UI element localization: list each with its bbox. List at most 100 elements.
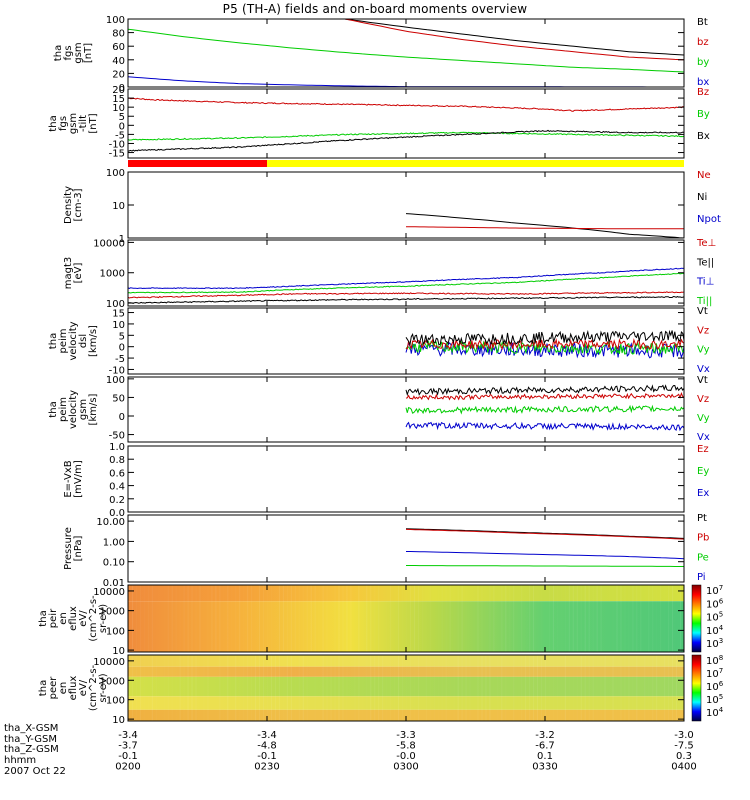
spectrogram-texture xyxy=(664,585,665,652)
spectrogram-texture xyxy=(477,585,479,652)
spectrogram-texture xyxy=(521,655,522,721)
spectrogram-texture xyxy=(438,655,439,721)
spectrogram-texture xyxy=(533,655,535,721)
spectrogram-texture xyxy=(398,585,400,652)
y-axis-title: eV/ xyxy=(78,610,89,627)
spectrogram-texture xyxy=(338,655,340,721)
legend-Vx: Vx xyxy=(697,432,710,443)
time-axis-value: 0.1 xyxy=(537,751,553,762)
spectrogram-texture xyxy=(489,655,491,721)
spectrogram-texture xyxy=(422,655,423,721)
spectrogram-texture xyxy=(306,585,308,652)
y-tick-label: 0 xyxy=(119,343,125,354)
y-tick-label: 10000 xyxy=(93,657,125,668)
legend-Pi: Pi xyxy=(697,572,706,583)
spectrogram-texture xyxy=(656,655,658,721)
spectrogram-texture xyxy=(335,585,336,652)
y-tick-label: 50 xyxy=(112,393,125,404)
y-axis-title: gsm xyxy=(73,42,84,63)
spectrogram-texture xyxy=(191,585,193,652)
colorbar-tick-label: 106 xyxy=(706,680,724,693)
spectrogram-texture xyxy=(370,585,372,652)
spectrogram-texture xyxy=(652,655,654,721)
spectrogram-texture xyxy=(354,655,355,721)
spectrogram-texture xyxy=(569,655,570,721)
spectrogram-texture xyxy=(493,655,494,721)
spectrogram-texture xyxy=(239,655,240,721)
spectrogram-texture xyxy=(302,655,304,721)
spectrogram-texture xyxy=(196,585,197,652)
time-axis-value: -5.8 xyxy=(396,741,416,752)
spectrogram-texture xyxy=(676,655,678,721)
spectrogram-texture xyxy=(179,655,181,721)
spectrogram-texture xyxy=(529,655,531,721)
plot-area xyxy=(128,19,684,87)
time-axis-value: 0300 xyxy=(393,762,418,773)
plot-area xyxy=(405,384,684,432)
spectrogram-texture xyxy=(676,585,677,652)
spectrogram-texture xyxy=(319,655,320,721)
legend-Te: Te|| xyxy=(696,257,714,268)
spectrogram-texture xyxy=(406,655,407,721)
mode-bar-segment xyxy=(128,160,267,167)
spectrogram-band xyxy=(128,666,684,677)
spectrogram-texture xyxy=(636,585,638,652)
legend-Bt: Bt xyxy=(697,17,708,28)
spectrogram-texture xyxy=(461,655,463,721)
spectrogram-texture xyxy=(386,655,387,721)
spectrogram-texture xyxy=(247,655,249,721)
legend-Ti: Ti⊥ xyxy=(696,277,714,288)
spectrogram-texture xyxy=(342,655,344,721)
spectrogram-texture xyxy=(148,655,149,721)
time-row-z-gsm: tha_Z-GSM xyxy=(4,744,66,756)
y-axis-title: [nT] xyxy=(88,113,99,133)
y-axis-title: en xyxy=(58,682,69,695)
legend-bz: bz xyxy=(697,37,709,48)
spectrogram-texture xyxy=(167,585,169,652)
spectrogram-texture xyxy=(521,585,523,652)
colorbar-tick-label: 104 xyxy=(706,706,724,719)
time-row-x-gsm: tha_X-GSM xyxy=(4,723,66,735)
spectrogram-texture xyxy=(612,655,614,721)
spectrogram-band xyxy=(128,709,684,721)
spectrogram-texture xyxy=(672,585,674,652)
series-Vx xyxy=(405,421,684,432)
y-axis-title: eflux xyxy=(68,606,79,631)
spectrogram-texture xyxy=(346,585,348,652)
spectrogram-texture xyxy=(144,585,145,652)
legend-Vy: Vy xyxy=(697,413,710,424)
spectrogram-texture xyxy=(509,585,510,652)
spectrogram-texture xyxy=(609,585,610,652)
spectrogram-texture xyxy=(509,655,510,721)
spectrogram-texture xyxy=(278,585,280,652)
spectrogram-texture xyxy=(640,655,641,721)
spectrogram-texture xyxy=(274,655,276,721)
spectrogram-texture xyxy=(386,585,387,652)
y-axis-title: velocity xyxy=(68,321,79,360)
legend-Bx: Bx xyxy=(697,131,710,142)
spectrogram-texture xyxy=(263,655,265,721)
y-tick-label: 100 xyxy=(106,299,125,310)
spectrogram-texture xyxy=(640,585,642,652)
y-tick-label: 10.00 xyxy=(96,517,125,528)
spectrogram-texture xyxy=(168,655,169,721)
spectrogram-texture xyxy=(294,585,296,652)
panel-pressure: 0.01 0.10 1.00 10.00 Pressure [nPa] Pt Pb Pe Pi xyxy=(63,513,709,589)
spectrogram-texture xyxy=(572,585,574,652)
spectrogram-texture xyxy=(584,585,586,652)
spectrogram-texture xyxy=(171,585,173,652)
row-label: hhmm xyxy=(4,754,37,766)
y-tick-label: -10 xyxy=(109,365,125,376)
spectrogram-texture xyxy=(402,585,403,652)
y-tick-label: 15 xyxy=(112,309,125,320)
spectrogram-texture xyxy=(402,655,403,721)
time-axis-value: -3.7 xyxy=(118,741,138,752)
spectrogram-texture xyxy=(596,585,598,652)
spectrogram-texture xyxy=(164,585,165,652)
time-axis-value: -3.4 xyxy=(118,730,138,741)
spectrogram-texture xyxy=(382,655,384,721)
spectrogram-texture xyxy=(430,655,431,721)
y-axis-title: [eV] xyxy=(73,263,84,284)
plot-area xyxy=(128,97,684,152)
spectrogram-texture xyxy=(446,585,447,652)
